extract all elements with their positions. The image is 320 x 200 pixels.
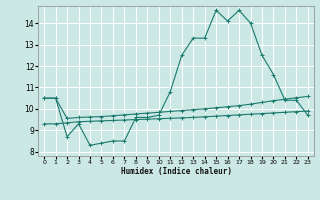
X-axis label: Humidex (Indice chaleur): Humidex (Indice chaleur)	[121, 167, 231, 176]
